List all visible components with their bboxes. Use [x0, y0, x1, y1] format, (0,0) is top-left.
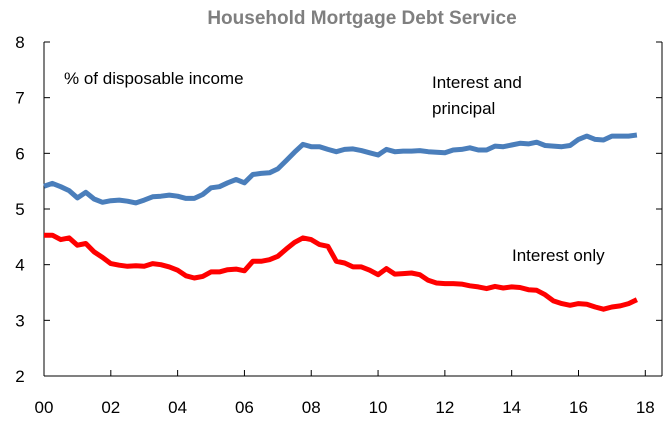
x-tick-label: 18 — [636, 398, 655, 417]
y-tick-label: 8 — [15, 33, 24, 52]
y-tick-label: 4 — [15, 256, 24, 275]
x-tick-label: 02 — [101, 398, 120, 417]
x-tick-label: 12 — [435, 398, 454, 417]
y-unit-annotation: % of disposable income — [64, 69, 244, 88]
x-tick-label: 14 — [502, 398, 521, 417]
series-line-interest-only — [44, 232, 638, 312]
y-tick-label: 5 — [15, 200, 24, 219]
x-tick-label: 04 — [168, 398, 187, 417]
series-lines — [43, 132, 638, 312]
series-label-interest-principal-line2: principal — [432, 99, 495, 118]
y-tick-label: 2 — [15, 367, 24, 386]
y-tick-label: 7 — [15, 89, 24, 108]
x-tick-label: 08 — [302, 398, 321, 417]
series-label-interest-only: Interest only — [512, 246, 605, 265]
chart-title: Household Mortgage Debt Service — [207, 8, 516, 29]
x-tick-label: 00 — [35, 398, 54, 417]
y-tick-label: 6 — [15, 144, 24, 163]
series-label-interest-principal-line1: Interest and — [432, 73, 522, 92]
x-tick-label: 16 — [569, 398, 588, 417]
series-line-interest-and-principal — [43, 132, 638, 206]
x-tick-label: 06 — [235, 398, 254, 417]
y-tick-label: 3 — [15, 311, 24, 330]
axes: 2 3 4 5 6 7 8 00 02 04 06 08 10 12 14 16 18 — [15, 33, 663, 417]
x-tick-label: 10 — [369, 398, 388, 417]
